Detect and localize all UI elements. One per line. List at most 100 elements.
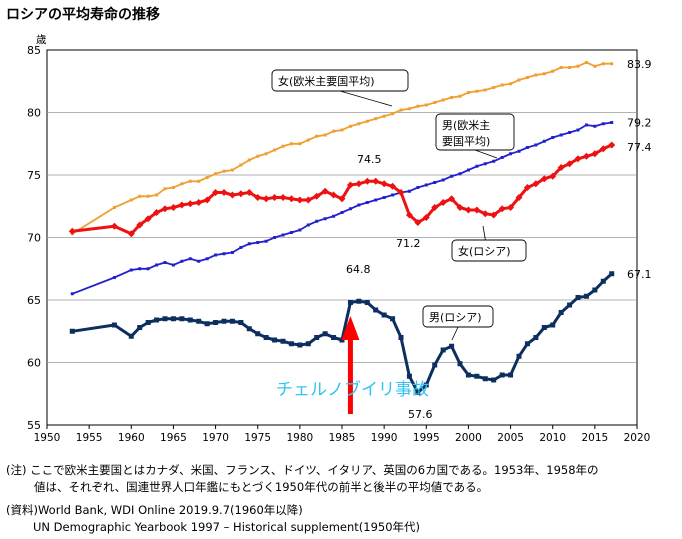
point-male_russia-1953 <box>69 328 75 334</box>
point-male_russia-1971 <box>221 318 227 324</box>
point-female_west-1979 <box>289 142 293 146</box>
point-male_russia-1978 <box>280 338 286 344</box>
point-male_russia-2008 <box>533 335 539 340</box>
x-tick-label-1955: 1955 <box>76 432 103 444</box>
x-tick-label-1990: 1990 <box>371 432 398 444</box>
point-female_russia-1978 <box>279 194 287 201</box>
point-male_russia-1988 <box>364 300 370 305</box>
point-female_west-1963 <box>155 193 159 197</box>
y-tick-label-80: 80 <box>27 107 41 120</box>
point-female_west-2017 <box>610 62 614 66</box>
point-male_russia-1972 <box>229 318 235 324</box>
y-tick-label-70: 70 <box>27 232 41 245</box>
point-female_russia-2012 <box>566 160 574 168</box>
point-male_russia-1994 <box>415 390 421 395</box>
point-female_russia-1969 <box>203 196 211 204</box>
axis-layer: 55 60 65 70 75 80 85歳 1950 1955 1960 1965 1970 1975 1… <box>27 34 650 444</box>
point-male_west-1970 <box>214 253 218 257</box>
point-female_russia-1973 <box>237 190 245 198</box>
point-female_west-2000 <box>466 91 470 94</box>
point-male_west-1988 <box>365 201 369 204</box>
point-female_russia-2002 <box>481 210 489 218</box>
point-female_west-2016 <box>601 62 605 66</box>
point-male_west-1975 <box>256 241 260 244</box>
point-female_west-2013 <box>576 64 580 68</box>
x-tick-label-1965: 1965 <box>160 432 187 444</box>
x-tick-label-2015: 2015 <box>581 432 608 444</box>
life-expectancy-chart: 55 60 65 70 75 80 85歳 1950 1955 1960 1965 1970 1975 1… <box>27 34 652 444</box>
x-tick-label-2005: 2005 <box>497 432 524 444</box>
point-male_russia-1960 <box>128 333 134 339</box>
point-female_west-1989 <box>374 117 378 121</box>
point-male_west-1999 <box>458 172 462 176</box>
point-male_russia-2006 <box>516 353 522 359</box>
series-line-female_russia <box>72 143 613 236</box>
point-female_west-2002 <box>483 88 487 92</box>
point-female_russia-1958 <box>110 222 118 230</box>
point-male_west-1989 <box>374 198 378 202</box>
point-female_west-1990 <box>382 114 386 118</box>
point-male_west-2005 <box>509 152 513 156</box>
point-female_russia-1988 <box>363 177 371 185</box>
point-female_west-1970 <box>214 172 218 176</box>
point-female_russia-1976 <box>262 195 270 203</box>
point-female_russia-2015 <box>591 150 599 158</box>
point-female_russia-2017 <box>608 141 616 149</box>
point-female_russia-1987 <box>355 180 363 188</box>
point-male_russia-1996 <box>432 362 438 368</box>
point-male_russia-1983 <box>322 331 328 337</box>
point-male_russia-1975 <box>255 331 261 337</box>
point-male_west-1982 <box>315 219 319 223</box>
point-male_russia-1986 <box>347 300 353 305</box>
point-female_west-1988 <box>365 119 369 123</box>
point-female_russia-1984 <box>330 191 338 199</box>
point-female_russia-2003 <box>490 211 498 219</box>
point-female_west-1972 <box>230 168 234 172</box>
point-male_russia-1999 <box>457 361 463 367</box>
point-female_west-1964 <box>163 187 167 191</box>
point-female_russia-1986 <box>346 181 354 189</box>
x-tick-label-1960: 1960 <box>118 432 145 444</box>
point-female_west-1977 <box>273 148 277 152</box>
point-male_west-1994 <box>416 186 420 189</box>
point-male_russia-1980 <box>297 342 303 348</box>
point-female_russia-2008 <box>532 180 540 188</box>
point-female_russia-2009 <box>540 175 548 183</box>
point-male_russia-2009 <box>541 325 547 330</box>
point-female_west-2007 <box>525 76 529 79</box>
point-male_west-1987 <box>357 203 361 207</box>
point-female_west-2015 <box>593 64 597 68</box>
point-female_west-1980 <box>298 142 302 146</box>
x-tick-label-2010: 2010 <box>539 432 566 444</box>
annotation-peak-female: 74.5 <box>357 153 382 166</box>
point-male_russia-1984 <box>331 335 337 340</box>
label-layer: 83.9 79.2 77.4 67.1 74.5 71.2 64.8 57.6 チェルノブイリ事… <box>276 58 652 421</box>
point-male_west-1960 <box>129 268 133 272</box>
callout-male-west-pointer <box>474 149 498 159</box>
point-female_russia-1967 <box>186 200 194 208</box>
note-block: (注) ここで欧米主要国とはカナダ、米国、フランス、ドイツ、イタリア、英国の6カ… <box>6 462 599 496</box>
point-male_russia-1995 <box>423 382 429 388</box>
point-female_russia-1961 <box>136 221 144 229</box>
point-female_west-1969 <box>205 176 209 179</box>
annotation-peak-male: 64.8 <box>346 263 371 276</box>
point-female_west-2004 <box>500 83 504 87</box>
point-male_west-2017 <box>610 121 614 124</box>
point-male_west-2001 <box>475 164 479 168</box>
note-line-2: 値は、それぞれ、国連世界人口年鑑にもとづく1950年代の前半と後半の平均値である… <box>34 480 489 494</box>
callout-female-west-text-1: 女(欧米主要国平均) <box>278 74 375 88</box>
point-male_russia-1979 <box>288 341 294 347</box>
point-female_russia-1966 <box>178 201 186 209</box>
point-male_west-1969 <box>205 257 209 261</box>
point-female_russia-2011 <box>557 164 565 171</box>
x-tick-label-1970: 1970 <box>202 432 229 444</box>
point-male_west-1979 <box>289 231 293 234</box>
point-male_west-1985 <box>340 211 344 214</box>
source-line-1: World Bank, WDI Online 2019.9.7(1960年以降) <box>37 503 303 517</box>
y-tick-label-65: 65 <box>27 294 41 307</box>
point-female_russia-2005 <box>507 204 515 211</box>
point-male_russia-1973 <box>238 320 244 325</box>
point-male_russia-1965 <box>170 316 176 322</box>
point-female_west-1993 <box>407 107 411 111</box>
point-male_russia-2016 <box>600 278 606 284</box>
